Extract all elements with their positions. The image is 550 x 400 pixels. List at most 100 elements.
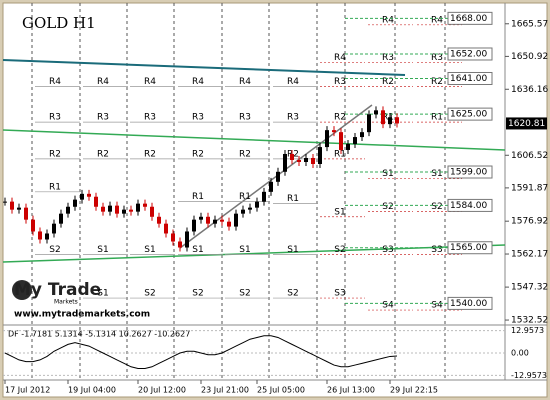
- candle: [80, 193, 84, 200]
- y-tick-label: 1532.52: [511, 316, 548, 326]
- x-tick-label: 19 Jul 04:00: [68, 386, 116, 395]
- pivot-label: R4: [431, 15, 443, 25]
- candle: [353, 137, 357, 144]
- pivot-label: S4: [431, 301, 443, 311]
- candle: [360, 132, 364, 138]
- candle: [17, 207, 21, 210]
- level-box: [447, 47, 493, 61]
- pivot-label: S3: [382, 245, 393, 255]
- logo-subtext: Markets: [54, 299, 78, 306]
- candle: [311, 157, 315, 164]
- pivot-label: S1: [239, 245, 250, 255]
- pivot-label: R1: [49, 182, 61, 192]
- candle: [199, 216, 203, 220]
- level-box: [447, 107, 493, 121]
- candle: [73, 199, 77, 207]
- pivot-label: S2: [49, 245, 60, 255]
- pivot-label: R3: [144, 113, 156, 123]
- candle: [206, 216, 210, 224]
- current-price: 1620.81: [508, 119, 545, 129]
- candle: [150, 206, 154, 217]
- candle: [388, 117, 392, 125]
- pivot-label: R2: [192, 149, 204, 159]
- pivot-label: S4: [382, 301, 394, 311]
- candle: [395, 117, 399, 124]
- y-tick-label: 1562.17: [511, 250, 548, 260]
- level-label: 1599.00: [450, 168, 487, 178]
- pivot-label: R4: [334, 53, 346, 63]
- pivot-label: S1: [334, 207, 345, 217]
- candle: [178, 241, 182, 248]
- pivot-label: R1: [239, 192, 251, 202]
- pivot-label: S1: [97, 289, 108, 299]
- level-box: [447, 71, 493, 85]
- candle: [122, 209, 126, 214]
- x-tick-label: 20 Jul 12:00: [138, 386, 186, 395]
- pivot-label: S1: [431, 169, 442, 179]
- pivot-label: S2: [382, 202, 393, 212]
- x-tick-label: 29 Jul 22:15: [390, 386, 438, 395]
- candle: [318, 147, 322, 164]
- pivot-label: R2: [334, 113, 346, 123]
- level-box: [447, 241, 493, 255]
- pivot-label: R3: [97, 113, 109, 123]
- pivot-label: R1: [192, 192, 204, 202]
- candle: [31, 219, 35, 232]
- pivot-label: R4: [144, 77, 156, 87]
- candle: [276, 171, 280, 182]
- candle: [367, 114, 371, 133]
- y-tick-label: 1650.92: [511, 52, 548, 62]
- pivot-label: S1: [287, 245, 298, 255]
- pivot-label: S2: [431, 202, 442, 212]
- candle: [269, 181, 273, 192]
- y-tick-label: 1606.52: [511, 151, 548, 161]
- y-tick-label: 1547.32: [511, 283, 548, 293]
- candle: [297, 159, 301, 162]
- logo: My Trade Markets www.mytrademarkets.com: [12, 280, 150, 320]
- candle: [3, 201, 7, 203]
- candle: [185, 231, 189, 248]
- candle: [157, 216, 161, 224]
- indicator-line: [4, 335, 398, 370]
- y-tick-label: 1576.92: [511, 217, 548, 227]
- candle: [24, 207, 28, 220]
- level-label: 1565.00: [450, 243, 487, 253]
- pivot-label: R2: [239, 149, 251, 159]
- pivot-label: S2: [144, 289, 155, 299]
- candle: [234, 213, 238, 227]
- candle: [115, 205, 119, 214]
- y-tick-label: 1591.87: [511, 183, 548, 193]
- pivot-label: R4: [97, 77, 109, 87]
- candle: [346, 143, 350, 150]
- candle: [213, 219, 217, 224]
- candle: [304, 157, 308, 162]
- pivot-label: S2: [334, 245, 345, 255]
- candle: [374, 110, 378, 115]
- level-label: 1584.00: [450, 201, 487, 211]
- level-box: [447, 198, 493, 212]
- pivot-label: S2: [192, 289, 203, 299]
- pivot-label: R4: [192, 77, 204, 87]
- candle: [325, 130, 329, 148]
- candle: [136, 203, 140, 212]
- candle: [171, 233, 175, 242]
- level-box: [447, 11, 493, 25]
- pivot-label: S1: [97, 245, 108, 255]
- candle: [45, 233, 49, 240]
- x-tick-label: 25 Jul 05:00: [257, 386, 305, 395]
- candle: [143, 203, 147, 207]
- candle: [94, 196, 98, 207]
- pivot-label: R1: [431, 113, 443, 123]
- candle: [339, 132, 343, 150]
- candle: [164, 223, 168, 234]
- candle: [10, 201, 14, 210]
- level-label: 1540.00: [450, 299, 487, 309]
- pivot-label: S1: [144, 245, 155, 255]
- indicator-tick-label: 0.00: [511, 349, 529, 358]
- pivot-label: R4: [382, 15, 394, 25]
- pivot-label: S2: [287, 289, 298, 299]
- x-tick-label: 26 Jul 13:00: [327, 386, 375, 395]
- trend-line: [2, 129, 506, 151]
- pivot-label: R4: [49, 77, 61, 87]
